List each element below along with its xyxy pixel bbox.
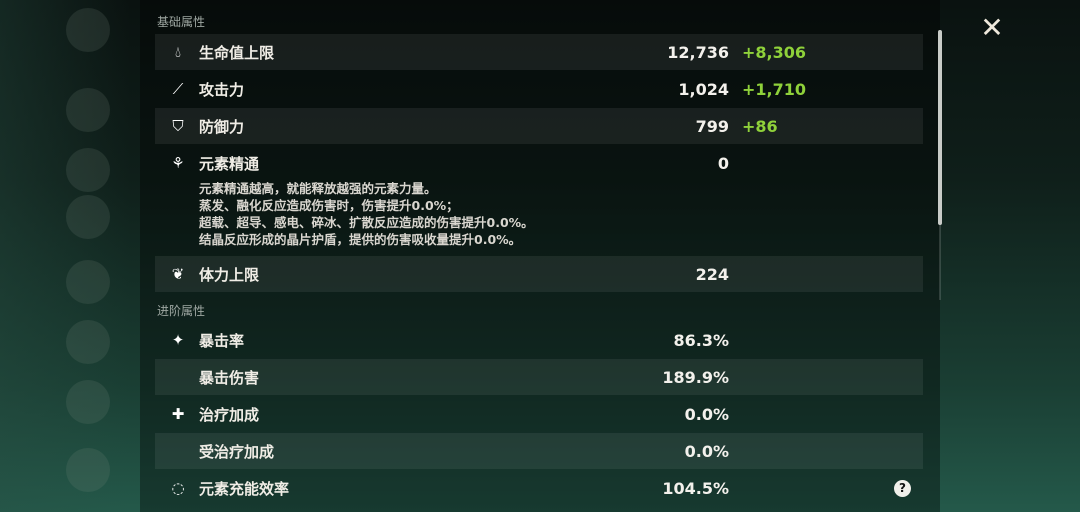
stat-label: 暴击率: [199, 331, 245, 350]
stat-label: 防御力: [199, 117, 245, 136]
stat-value: 189.9%: [662, 367, 729, 387]
stat-row-atk: ⟋ 攻击力 1,024 +1,710: [155, 71, 923, 107]
stat-bonus: +86: [742, 116, 778, 136]
stat-value: 1,024: [678, 79, 729, 99]
empty-icon-slot: [169, 442, 187, 460]
avatar[interactable]: [66, 148, 110, 192]
description-line: 元素精通越高，就能释放越强的元素力量。: [199, 181, 437, 196]
stamina-icon: ❦: [171, 265, 185, 283]
stat-bonus: +1,710: [742, 79, 807, 99]
shield-icon: ⛉: [172, 117, 184, 135]
stat-label: 体力上限: [199, 265, 260, 284]
close-icon[interactable]: ✕: [980, 11, 1004, 44]
stat-row-crit-dmg: 暴击伤害 189.9%: [155, 359, 923, 395]
description-line: 结晶反应形成的晶片护盾，提供的伤害吸收量提升0.0%。: [199, 232, 522, 247]
scrollbar-thumb[interactable]: [938, 30, 942, 225]
stat-row-incoming-healing: 受治疗加成 0.0%: [155, 433, 923, 469]
sword-icon: ⟋: [172, 80, 184, 98]
question-icon[interactable]: ?: [894, 480, 911, 497]
hp-drop-icon: 💧︎: [174, 43, 181, 61]
stat-label: 暴击伤害: [199, 368, 260, 387]
avatar[interactable]: [66, 88, 110, 132]
stat-label: 攻击力: [199, 80, 245, 99]
stat-row-em: ⚘ 元素精通 0: [155, 145, 923, 181]
elemental-mastery-icon: ⚘: [171, 154, 185, 172]
stat-value: 0: [717, 153, 729, 173]
stat-row-def: ⛉ 防御力 799 +86: [155, 108, 923, 144]
crit-icon: ✦: [171, 331, 185, 349]
stat-bonus: +8,306: [742, 42, 807, 62]
stat-row-hp: 💧︎ 生命值上限 12,736 +8,306: [155, 34, 923, 70]
description-line: 蒸发、融化反应造成伤害时，伤害提升0.0%；: [199, 198, 459, 213]
section-base-attributes: 基础属性: [157, 15, 206, 29]
stat-row-crit-rate: ✦ 暴击率 86.3%: [155, 322, 923, 358]
stat-label: 治疗加成: [199, 405, 260, 424]
stat-label: 元素充能效率: [199, 479, 290, 498]
avatar[interactable]: [66, 195, 110, 239]
stat-label: 生命值上限: [199, 43, 275, 62]
stat-value: 799: [695, 116, 729, 136]
stat-value: 0.0%: [684, 441, 729, 461]
avatar[interactable]: [66, 8, 110, 52]
em-description: 元素精通越高，就能释放越强的元素力量。 蒸发、融化反应造成伤害时，伤害提升0.0…: [199, 180, 534, 248]
stat-row-stamina: ❦ 体力上限 224: [155, 256, 923, 292]
attribute-panel: [140, 0, 940, 512]
avatar[interactable]: [66, 260, 110, 304]
avatar[interactable]: [66, 320, 110, 364]
healing-cross-icon: ✚: [171, 405, 185, 423]
avatar[interactable]: [66, 448, 110, 492]
stat-value: 104.5%: [662, 478, 729, 498]
stat-label: 元素精通: [199, 154, 260, 173]
energy-recharge-icon: ◌: [171, 479, 185, 497]
avatar[interactable]: [66, 380, 110, 424]
stat-row-energy-recharge: ◌ 元素充能效率 104.5%: [155, 470, 923, 506]
description-line: 超载、超导、感电、碎冰、扩散反应造成的伤害提升0.0%。: [199, 215, 534, 230]
stat-value: 86.3%: [673, 330, 729, 350]
character-sidebar: [0, 0, 130, 512]
stat-label: 受治疗加成: [199, 442, 275, 461]
stat-value: 0.0%: [684, 404, 729, 424]
empty-icon-slot: [169, 368, 187, 386]
stat-row-healing-bonus: ✚ 治疗加成 0.0%: [155, 396, 923, 432]
section-advanced-attributes: 进阶属性: [157, 304, 206, 318]
stat-value: 12,736: [667, 42, 729, 62]
stat-value: 224: [695, 264, 729, 284]
